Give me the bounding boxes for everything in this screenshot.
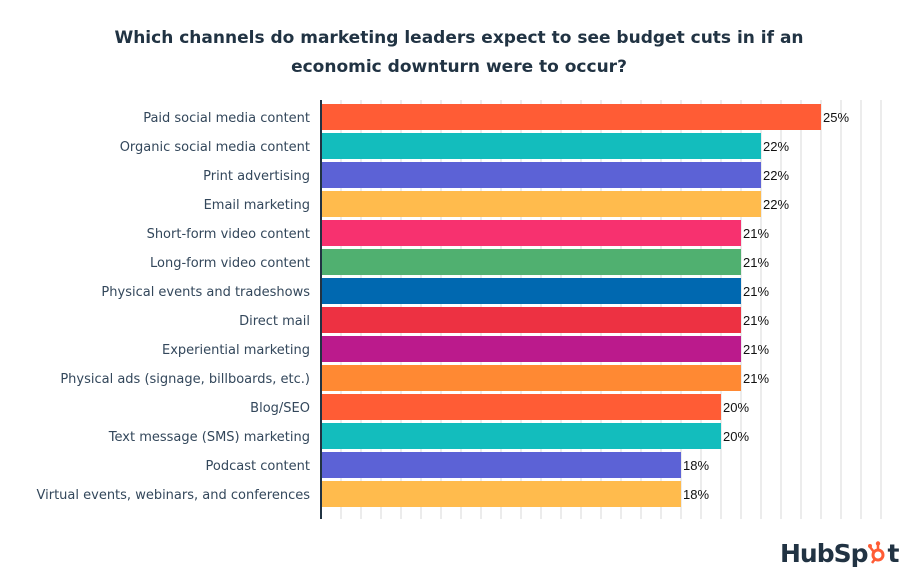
logo-text-p: p: [850, 538, 869, 568]
value-label: 21%: [743, 342, 769, 357]
category-label: Short-form video content: [147, 227, 310, 242]
category-label: Email marketing: [204, 198, 310, 213]
bars: [322, 104, 821, 507]
value-label: 21%: [743, 226, 769, 241]
category-label: Text message (SMS) marketing: [108, 430, 310, 445]
category-label: Experiential marketing: [162, 343, 310, 358]
bar: [322, 162, 761, 188]
chart-title: Which channels do marketing leaders expe…: [0, 24, 918, 82]
bar: [322, 365, 741, 391]
hubspot-logo: HubS p t: [780, 535, 900, 571]
category-label: Virtual events, webinars, and conference…: [37, 488, 311, 503]
category-label: Print advertising: [203, 169, 310, 184]
value-label: 21%: [743, 284, 769, 299]
bar: [322, 336, 741, 362]
value-label: 22%: [763, 197, 789, 212]
value-label: 20%: [723, 400, 749, 415]
bar: [322, 452, 681, 478]
category-label: Physical events and tradeshows: [101, 285, 310, 300]
category-label: Blog/SEO: [250, 401, 310, 416]
category-label: Paid social media content: [143, 111, 310, 126]
logo-text: HubS: [780, 538, 852, 568]
value-label: 20%: [723, 429, 749, 444]
chart-title-line-1: Which channels do marketing leaders expe…: [114, 28, 804, 48]
bar: [322, 278, 741, 304]
category-label: Podcast content: [206, 459, 310, 474]
value-label: 21%: [743, 313, 769, 328]
chart-title-line-2: economic downturn were to occur?: [291, 57, 627, 77]
logo-text-t: t: [887, 538, 900, 568]
bar: [322, 307, 741, 333]
bar: [322, 104, 821, 130]
value-labels: 25% 22% 22% 22% 21% 21% 21% 21% 21% 21% 20% 20% 18% 1…: [683, 110, 849, 502]
category-labels: Paid social media content Organic social …: [37, 111, 311, 503]
value-label: 22%: [763, 139, 789, 154]
value-label: 21%: [743, 255, 769, 270]
bar: [322, 394, 721, 420]
bar: [322, 220, 741, 246]
value-label: 18%: [683, 487, 709, 502]
bar: [322, 133, 761, 159]
category-label: Organic social media content: [120, 140, 310, 155]
category-label: Direct mail: [239, 314, 310, 329]
value-label: 21%: [743, 371, 769, 386]
value-label: 22%: [763, 168, 789, 183]
sprocket-icon: [867, 539, 888, 568]
bar: [322, 481, 681, 507]
bar: [322, 191, 761, 217]
value-label: 18%: [683, 458, 709, 473]
category-label: Physical ads (signage, billboards, etc.): [60, 372, 310, 387]
category-label: Long-form video content: [150, 256, 310, 271]
value-label: 25%: [823, 110, 849, 125]
bar: [322, 249, 741, 275]
bar: [322, 423, 721, 449]
